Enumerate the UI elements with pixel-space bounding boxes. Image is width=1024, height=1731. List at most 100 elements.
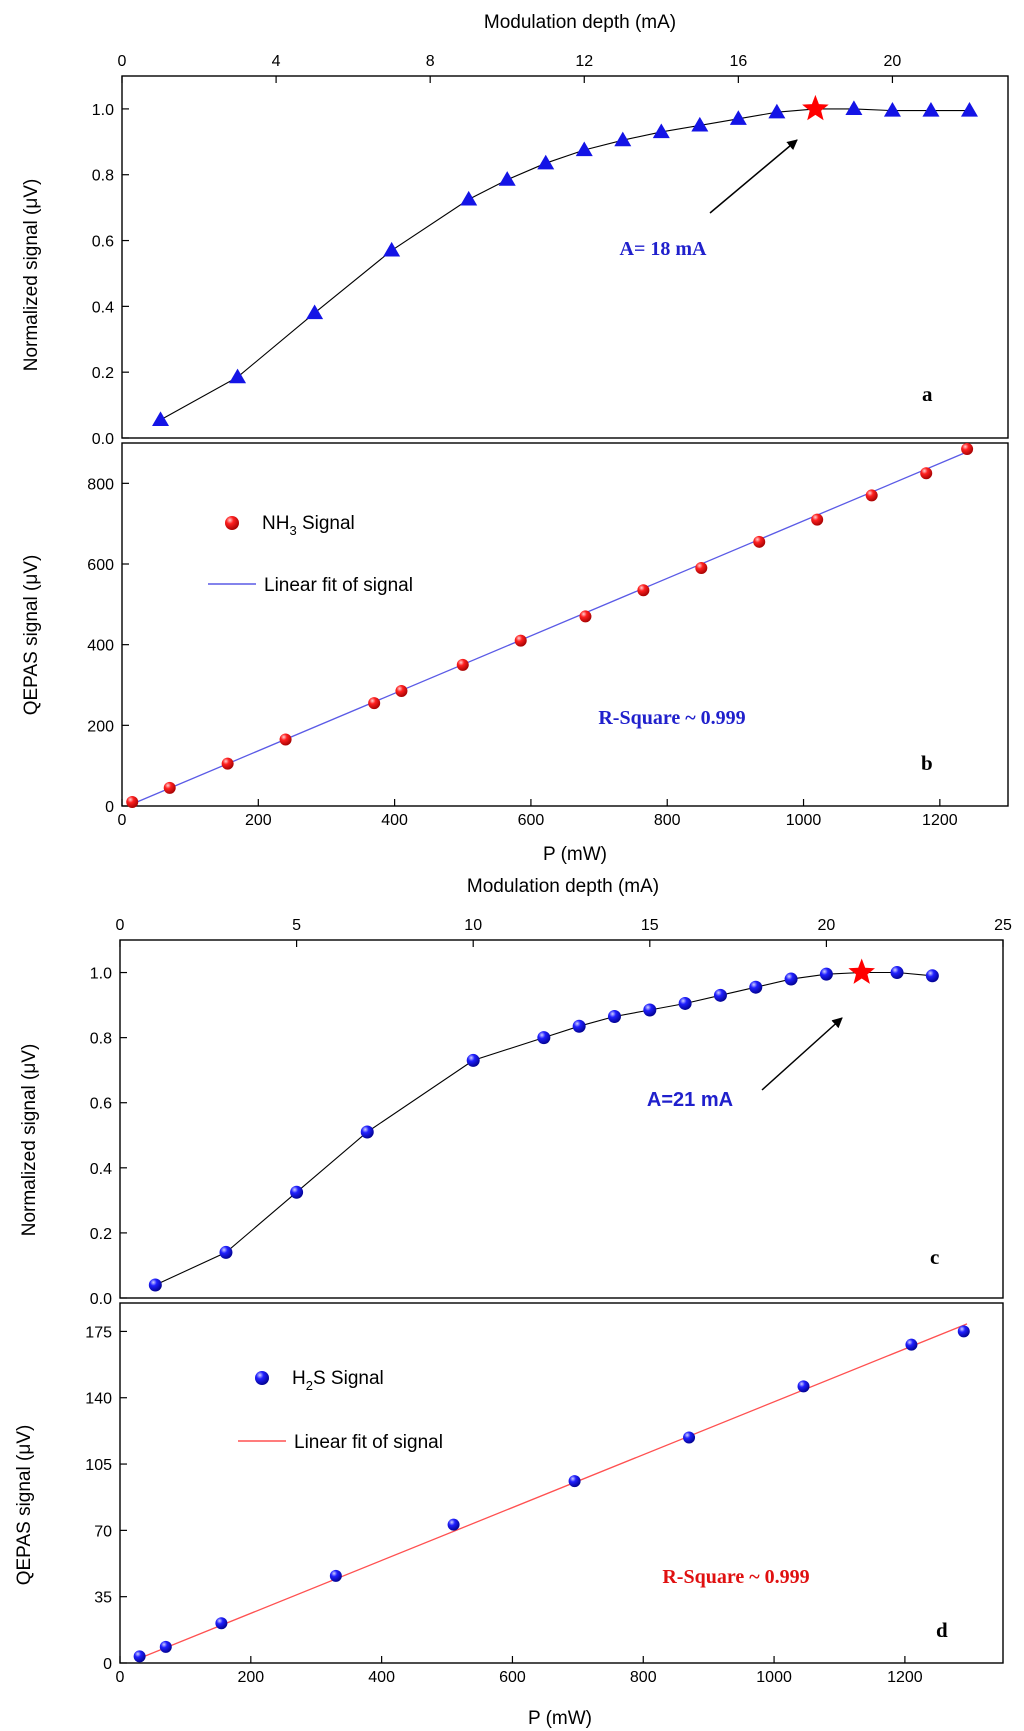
panel-a-data-point: [152, 411, 170, 427]
panel-b-legend-fit-label: Linear fit of signal: [264, 575, 413, 596]
panel-a: 0.0 0.2 0.4 0.6 0.8 1.0 0 4 8 12 16 20: [92, 53, 1009, 448]
panel-b-ytick-label: 400: [87, 638, 114, 655]
panel-a-data-point: [383, 241, 401, 257]
panel-d-ytick-label: 140: [85, 1391, 112, 1408]
panel-c-data-point: [148, 1278, 162, 1292]
panel-c-arrow: [761, 1017, 843, 1091]
panel-c-frame: [119, 939, 1004, 1299]
panel-b-frame: [121, 442, 1009, 807]
panel-d-data-point: [797, 1380, 810, 1393]
panel-b-data-point: [753, 535, 766, 548]
panel-b-legend-main: NH: [262, 513, 289, 534]
panel-b-xtick-label: 200: [245, 812, 272, 829]
panel-b-data-point: [221, 757, 234, 770]
panel-b-data-point: [395, 685, 408, 698]
panel-c-data-point: [819, 967, 833, 981]
panel-b-data-point: [279, 733, 292, 746]
panel-c-ylabel: Normalized signal (μV): [19, 1044, 40, 1237]
panel-c-ytick-label: 0.4: [90, 1161, 112, 1178]
panel-d-legend-main: H: [292, 1368, 306, 1389]
panel-b-data-point: [456, 658, 469, 671]
panel-c-xlabel: Modulation depth (mA): [467, 876, 659, 897]
panel-d-ytick-label: 175: [85, 1324, 112, 1341]
panel-c-xtick-label: 15: [641, 917, 659, 934]
panel-b-fit-line: [131, 451, 968, 805]
panel-d-legend-fit-label: Linear fit of signal: [294, 1432, 443, 1453]
panel-d-legend-rest: S Signal: [313, 1368, 384, 1389]
panel-b-xtick-label: 1000: [786, 812, 822, 829]
panel-d-xtick-label: 400: [368, 1669, 395, 1686]
panel-c-series-line: [155, 971, 933, 1286]
panel-a-xtick-label: 0: [118, 53, 127, 70]
panel-a-data-point: [922, 102, 940, 117]
panel-d-ytick-label: 70: [94, 1523, 112, 1540]
panel-b-data-point: [579, 610, 592, 623]
panel-a-xtick-label: 8: [426, 53, 435, 70]
panel-a-data-point: [460, 190, 478, 206]
panel-b-legend-rest: Signal: [297, 513, 355, 534]
panel-a-series-line: [160, 108, 970, 421]
panel-b-xtick-label: 400: [381, 812, 408, 829]
panel-c-data-point: [925, 969, 939, 983]
panel-b-xlabel: P (mW): [543, 844, 607, 865]
panel-c-ytick-label: 0.8: [90, 1031, 112, 1048]
panel-d-fit-line: [139, 1323, 968, 1659]
panel-c-data-point: [219, 1245, 233, 1259]
panel-d-ylabel: QEPAS signal (μV): [14, 1425, 35, 1586]
panel-a-data-point: [845, 100, 863, 116]
panel-b-data-point: [514, 634, 527, 647]
panel-a-annotation: A= 18 mA: [620, 238, 708, 260]
panel-d-data-point: [905, 1338, 918, 1351]
panel-a-ytick-label: 0.0: [92, 431, 114, 448]
panel-d-xtick-label: 0: [116, 1669, 125, 1686]
panel-c-label: c: [930, 1245, 939, 1269]
panel-d-data-point: [568, 1475, 581, 1488]
panel-b-data-point: [126, 795, 139, 808]
panel-b-ylabel: QEPAS signal (μV): [21, 555, 42, 716]
panel-a-data-point: [614, 131, 632, 147]
panel-a-xtick-label: 12: [575, 53, 593, 70]
panel-b-xtick-label: 600: [518, 812, 545, 829]
panel-a-arrow: [709, 139, 798, 214]
panel-d-data-point: [215, 1617, 228, 1630]
panel-a-data-point: [306, 304, 324, 320]
panel-a-xlabel: Modulation depth (mA): [484, 12, 676, 33]
panel-d-xtick-label: 1000: [756, 1669, 792, 1686]
panel-d-ytick-label: 0: [103, 1656, 112, 1673]
panel-b-label: b: [921, 751, 933, 775]
panel-a-label: a: [922, 382, 933, 406]
panel-a-ytick-label: 0.4: [92, 299, 114, 316]
panel-c-highlight-star: [848, 958, 875, 984]
panel-b-xtick-label: 0: [118, 812, 127, 829]
panel-a-data-point: [537, 154, 555, 170]
panel-b-data-point: [961, 443, 974, 456]
panel-b-legend-sub: 3: [289, 523, 296, 538]
panel-b-ytick-label: 600: [87, 557, 114, 574]
panel-c-xtick-label: 20: [818, 917, 836, 934]
panel-d-xtick-label: 800: [630, 1669, 657, 1686]
panel-d-legend: H2S Signal Linear fit of signal: [238, 1368, 443, 1453]
panel-a-data-point: [729, 110, 747, 125]
panel-d-data-point: [957, 1325, 970, 1338]
panel-b-xtick-label: 800: [654, 812, 681, 829]
panel-b-annotation: R-Square ~ 0.999: [598, 707, 745, 729]
panel-c-xtick-label: 0: [116, 917, 125, 934]
panel-b-data-point: [695, 562, 708, 575]
panel-b-legend: NH3 Signal Linear fit of signal: [208, 513, 413, 596]
panel-c-ytick-label: 0.2: [90, 1226, 112, 1243]
panel-d-legend-label: H2S Signal: [292, 1368, 384, 1393]
panel-d-annotation: R-Square ~ 0.999: [662, 1566, 809, 1588]
panel-d-data-point: [329, 1569, 342, 1582]
panel-a-ytick-label: 0.8: [92, 168, 114, 185]
panel-a-data-point: [498, 171, 516, 186]
panel-b-data-point: [163, 781, 176, 794]
panel-d-xtick-label: 600: [499, 1669, 526, 1686]
panel-b-data-point: [865, 489, 878, 502]
panel-d-label: d: [936, 1618, 948, 1642]
panel-b-data-point: [811, 513, 824, 526]
panel-d-frame: [119, 1302, 1004, 1664]
panel-c-data-point: [890, 966, 904, 980]
panel-a-data-point: [691, 116, 709, 132]
panel-d-xtick-label: 200: [237, 1669, 264, 1686]
panel-a-ylabel: Normalized signal (μV): [21, 179, 42, 372]
